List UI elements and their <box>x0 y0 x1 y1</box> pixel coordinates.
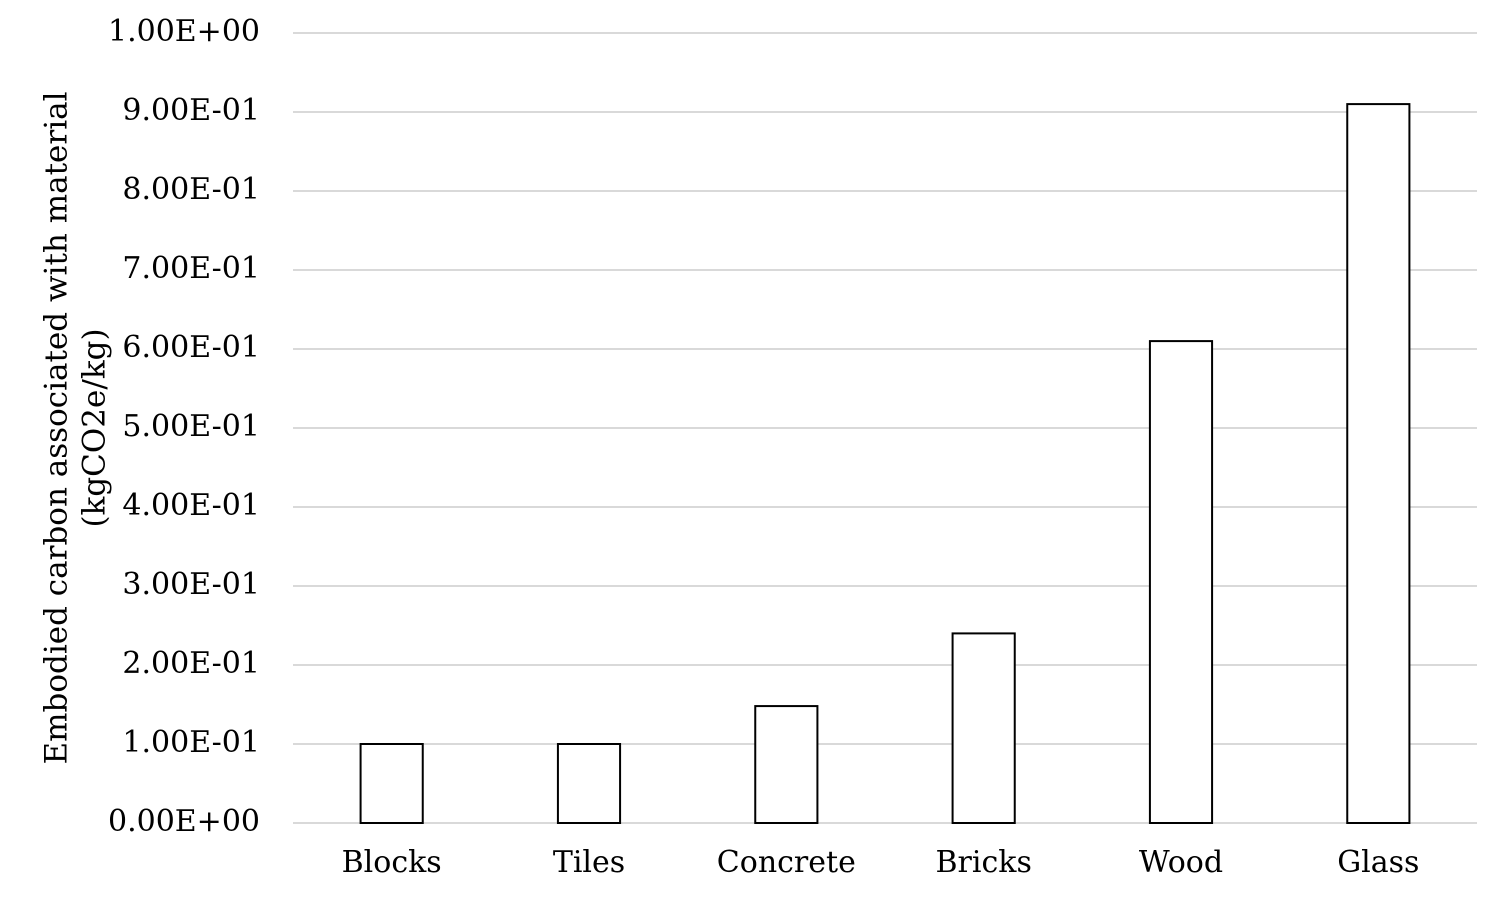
y-tick-label: 5.00E-01 <box>122 409 260 444</box>
x-tick-label: Wood <box>1139 845 1223 880</box>
y-tick-label: 7.00E-01 <box>122 251 260 286</box>
y-tick-label: 8.00E-01 <box>122 172 260 207</box>
bar-tiles <box>556 743 622 824</box>
bar-blocks <box>359 743 424 824</box>
bar-wood <box>1148 340 1214 824</box>
y-tick-label: 1.00E+00 <box>108 14 260 49</box>
y-axis-title-line-2: (kgCO2e/kg) <box>77 328 113 527</box>
gridlines <box>293 32 1477 824</box>
y-tick-label: 3.00E-01 <box>122 567 260 602</box>
x-tick-label: Glass <box>1337 845 1419 880</box>
bar-glass <box>1346 103 1411 825</box>
y-tick-label: 2.00E-01 <box>122 646 260 681</box>
x-tick-label: Blocks <box>342 845 442 880</box>
bar-concrete <box>754 705 819 825</box>
bar-bricks <box>951 632 1016 825</box>
y-tick-label: 9.00E-01 <box>122 93 260 128</box>
y-tick-label: 4.00E-01 <box>122 488 260 523</box>
bars <box>359 103 1411 825</box>
x-tick-label: Tiles <box>553 845 625 880</box>
x-axis-ticks: Blocks Tiles Concrete Bricks Wood Glass <box>342 845 1420 880</box>
x-tick-label: Bricks <box>935 845 1031 880</box>
y-axis-ticks: 0.00E+00 1.00E-01 2.00E-01 3.00E-01 4.00E-01… <box>108 14 260 839</box>
y-axis-title: Embodied carbon associated with material… <box>39 91 113 764</box>
y-tick-label: 6.00E-01 <box>122 330 260 365</box>
y-tick-label: 1.00E-01 <box>122 725 260 760</box>
y-axis-title-line-1: Embodied carbon associated with material <box>39 91 75 764</box>
y-tick-label: 0.00E+00 <box>108 804 260 839</box>
x-tick-label: Concrete <box>717 845 856 880</box>
